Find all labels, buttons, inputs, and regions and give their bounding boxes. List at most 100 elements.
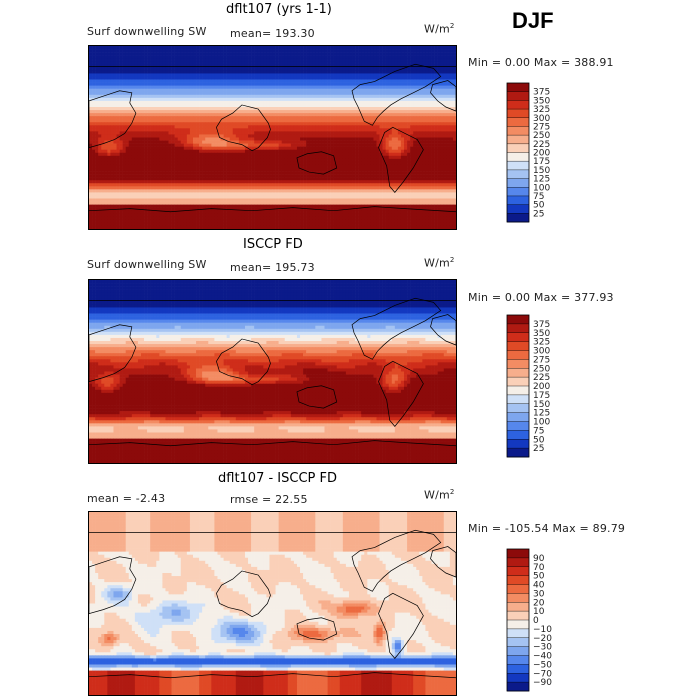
colorbar-tick-label: 325 — [533, 338, 550, 348]
colorbar-tick-label: 200 — [533, 149, 550, 159]
panel-2-units: W/m2 — [424, 256, 455, 270]
colorbar-tick-label: 200 — [533, 382, 550, 392]
colorbar-tick-label: 50 — [533, 572, 545, 582]
panel-1-map — [88, 45, 457, 230]
colorbar-swatch — [507, 664, 529, 674]
colorbar-tick-label: 300 — [533, 347, 550, 357]
colorbar-swatch — [507, 100, 529, 110]
panel-2-colorbar: 3753503253002752502252001751501251007550… — [506, 314, 550, 458]
colorbar-swatch — [507, 439, 529, 449]
colorbar-tick-label: 40 — [533, 581, 545, 591]
colorbar-tick-label: 175 — [533, 391, 550, 401]
colorbar-swatch — [507, 386, 529, 396]
colorbar-tick-label: 250 — [533, 364, 550, 374]
colorbar-swatch — [507, 332, 529, 343]
colorbar-tick-label: 350 — [533, 96, 550, 106]
colorbar-swatch — [507, 83, 529, 93]
colorbar-swatch — [507, 549, 529, 559]
colorbar-swatch — [507, 323, 529, 334]
colorbar-swatch — [507, 421, 529, 431]
colorbar-tick-label: −40 — [533, 652, 552, 662]
colorbar-swatch — [507, 117, 529, 127]
colorbar-tick-label: 225 — [533, 140, 550, 150]
colorbar-swatch — [507, 143, 529, 153]
colorbar-swatch — [507, 593, 529, 603]
panel-3-rmse: rmse = 22.55 — [230, 493, 308, 506]
colorbar-tick-label: 150 — [533, 166, 550, 176]
colorbar-swatch — [507, 152, 529, 162]
colorbar-swatch — [507, 350, 529, 360]
colorbar-tick-label: 70 — [533, 563, 545, 573]
colorbar-tick-label: −50 — [533, 660, 552, 670]
colorbar-swatch — [507, 628, 529, 639]
colorbar-swatch — [507, 448, 529, 458]
panel-3-field — [89, 512, 456, 695]
panel-1-colorbar: 3753503253002752502252001751501251007550… — [506, 82, 550, 223]
colorbar-tick-label: 100 — [533, 183, 550, 193]
colorbar-swatch — [507, 575, 529, 585]
colorbar-tick-label: 50 — [533, 201, 545, 211]
colorbar-tick-label: 30 — [533, 589, 545, 599]
colorbar-swatch — [507, 315, 529, 325]
colorbar-swatch — [507, 126, 529, 136]
colorbar-swatch — [507, 109, 529, 119]
panel-1-field — [89, 46, 456, 229]
colorbar-tick-label: 0 — [533, 616, 539, 626]
colorbar-tick-label: 225 — [533, 373, 550, 383]
colorbar-tick-label: 375 — [533, 320, 550, 330]
panel-1-title: dflt107 (yrs 1-1) — [226, 2, 332, 17]
colorbar-swatch — [507, 682, 529, 692]
colorbar-swatch — [507, 611, 529, 621]
colorbar-tick-label: 90 — [533, 554, 545, 564]
colorbar-tick-label: 150 — [533, 400, 550, 410]
colorbar-swatch — [507, 135, 529, 145]
colorbar-swatch — [507, 341, 529, 351]
colorbar-swatch — [507, 403, 529, 414]
colorbar-tick-label: 125 — [533, 409, 550, 419]
colorbar-tick-label: 250 — [533, 131, 550, 141]
colorbar-swatch — [507, 620, 529, 630]
colorbar-tick-label: −70 — [533, 669, 552, 679]
colorbar-swatch — [507, 394, 529, 405]
colorbar-tick-label: 325 — [533, 105, 550, 115]
colorbar-swatch — [507, 195, 529, 206]
colorbar-swatch — [507, 584, 529, 594]
colorbar-swatch — [507, 377, 529, 387]
colorbar-swatch — [507, 187, 529, 197]
colorbar-swatch — [507, 204, 529, 214]
colorbar-tick-label: 10 — [533, 607, 545, 617]
season-label: DJF — [512, 8, 554, 34]
colorbar-swatch — [507, 655, 529, 665]
colorbar-tick-label: 375 — [533, 88, 550, 98]
colorbar-tick-label: 75 — [533, 426, 544, 436]
colorbar-tick-label: 100 — [533, 418, 550, 428]
colorbar-tick-label: 275 — [533, 122, 550, 132]
colorbar-swatch — [507, 602, 529, 612]
colorbar-tick-label: 75 — [533, 192, 544, 202]
colorbar-tick-label: 25 — [533, 444, 544, 454]
colorbar-swatch — [507, 557, 529, 568]
panel-3-title: dflt107 - ISCCP FD — [218, 471, 337, 486]
colorbar-swatch — [507, 637, 529, 648]
colorbar-swatch — [507, 161, 529, 171]
panel-2-variable: Surf downwelling SW — [87, 258, 207, 271]
panel-3-mean: mean = -2.43 — [87, 492, 165, 505]
panel-3-map — [88, 511, 457, 696]
panel-1-minmax: Min = 0.00 Max = 388.91 — [468, 56, 614, 69]
colorbar-tick-label: 175 — [533, 157, 550, 167]
panel-2-map — [88, 279, 457, 464]
panel-2-minmax: Min = 0.00 Max = 377.93 — [468, 291, 614, 304]
panel-3-minmax: Min = -105.54 Max = 89.79 — [468, 522, 625, 535]
colorbar-swatch — [507, 91, 529, 101]
panel-2-mean: mean= 195.73 — [230, 261, 315, 274]
colorbar-swatch — [507, 213, 529, 223]
colorbar-tick-label: 300 — [533, 114, 550, 124]
colorbar-swatch — [507, 359, 529, 369]
colorbar-swatch — [507, 673, 529, 683]
colorbar-tick-label: 25 — [533, 209, 544, 219]
colorbar-tick-label: 350 — [533, 329, 550, 339]
panel-2-title: ISCCP FD — [243, 237, 303, 252]
panel-1-units: W/m2 — [424, 22, 455, 36]
panel-1-mean: mean= 193.30 — [230, 27, 315, 40]
